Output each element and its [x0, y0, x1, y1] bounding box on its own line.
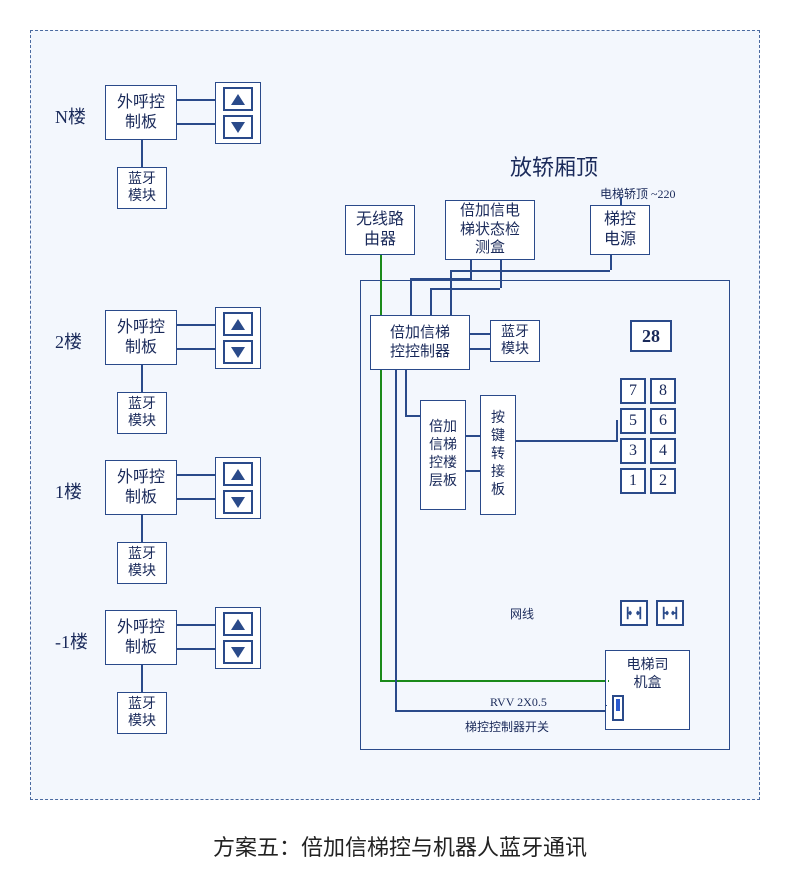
wire [177, 99, 215, 101]
wire-power-down [610, 255, 612, 270]
up-arrow-icon [223, 612, 253, 636]
keypad-button: 6 [650, 408, 676, 434]
wire [141, 140, 143, 167]
router-label: 无线路由器 [356, 210, 404, 250]
diagram-caption: 方案五：倍加信梯控与机器人蓝牙通讯 [0, 830, 800, 862]
bt-inner-box: 蓝牙模块 [490, 320, 540, 362]
wire [177, 624, 215, 626]
wire [177, 648, 215, 650]
wire-status-down2 [500, 260, 502, 288]
floor-board-label: 倍加信梯控楼层板 [429, 419, 457, 492]
wire-power-into [450, 270, 452, 315]
door-close-icon [656, 600, 684, 626]
wire-ctrl-long [395, 370, 397, 710]
wire-green-to-driver [608, 680, 609, 682]
power-box: 梯控电源 [590, 205, 650, 255]
up-arrow-icon [223, 312, 253, 336]
floor-board-box: 倍加信梯控楼层板 [420, 400, 466, 510]
floor-display: 28 [630, 320, 672, 352]
wire [141, 515, 143, 542]
bt-module-box: 蓝牙模块 [117, 692, 167, 734]
down-arrow-icon [223, 640, 253, 664]
call-panel-box: 外呼控制板 [105, 85, 177, 140]
floor-label: 2楼 [55, 328, 82, 354]
call-panel-box: 外呼控制板 [105, 310, 177, 365]
up-arrow-icon [223, 462, 253, 486]
wire-router-down [380, 255, 382, 315]
wire-ctrl-fb-h [405, 415, 420, 417]
keypad-button: 8 [650, 378, 676, 404]
power-label: 梯控电源 [604, 210, 636, 250]
keypad-button: 3 [620, 438, 646, 464]
wire-power-up [620, 197, 622, 205]
controller-box: 倍加信梯控控制器 [370, 315, 470, 370]
bt-module-box: 蓝牙模块 [117, 167, 167, 209]
key-adapter-box: 按键转接板 [480, 395, 516, 515]
wire-ctrl-bt1 [470, 333, 490, 335]
floor-label: N楼 [55, 103, 86, 129]
wire [141, 365, 143, 392]
diagram-canvas: 放轿厢顶 电梯轿顶 ~220 无线路由器 倍加信电梯状态检测盒 梯控电源 倍加信… [0, 0, 800, 884]
status-label: 倍加信电梯状态检测盒 [460, 202, 520, 258]
keypad-button: 2 [650, 468, 676, 494]
router-box: 无线路由器 [345, 205, 415, 255]
bt-module-box: 蓝牙模块 [117, 392, 167, 434]
wire-power-h [450, 270, 610, 272]
wire-switch-v [605, 705, 607, 706]
wire-ka-kp-v [616, 420, 618, 442]
keypad-button: 4 [650, 438, 676, 464]
label-220: 电梯轿顶 ~220 [600, 185, 676, 202]
door-open-icon [620, 600, 648, 626]
wire [177, 498, 215, 500]
wire-fb-ka2 [466, 470, 480, 472]
down-arrow-icon [223, 340, 253, 364]
wire [177, 474, 215, 476]
up-arrow-icon [223, 87, 253, 111]
wire-status-h [410, 278, 470, 280]
wire-ctrl-bt2 [470, 348, 490, 350]
rvv-label: RVV 2X0.5 [490, 695, 547, 710]
call-panel-box: 外呼控制板 [105, 460, 177, 515]
keypad-button: 7 [620, 378, 646, 404]
wire-green-bottom [380, 680, 610, 682]
cabin-heading: 放轿厢顶 [510, 150, 598, 182]
down-arrow-icon [223, 115, 253, 139]
down-arrow-icon [223, 490, 253, 514]
bt-module-box: 蓝牙模块 [117, 542, 167, 584]
wire-green-long [380, 370, 382, 680]
call-panel-box: 外呼控制板 [105, 610, 177, 665]
switch-label: 梯控控制器开关 [465, 718, 549, 735]
key-adapter-label: 按键转接板 [491, 410, 505, 501]
wire [177, 123, 215, 125]
wire-status-h2 [430, 288, 500, 290]
controller-switch [612, 695, 624, 721]
wire [141, 665, 143, 692]
wire-ctrl-bottom [395, 710, 605, 712]
floor-label: -1楼 [55, 628, 88, 654]
net-label: 网线 [510, 605, 534, 622]
controller-label: 倍加信梯控控制器 [390, 324, 450, 362]
wire [177, 324, 215, 326]
wire-fb-ka1 [466, 435, 480, 437]
wire-ka-kp [516, 440, 616, 442]
wire-status-into [410, 278, 412, 315]
floor-label: 1楼 [55, 478, 82, 504]
wire-ctrl-fb [405, 370, 407, 415]
keypad-button: 5 [620, 408, 646, 434]
wire [177, 348, 215, 350]
keypad-button: 1 [620, 468, 646, 494]
wire-status-into2 [430, 288, 432, 315]
driver-box-label: 电梯司机盒 [627, 657, 669, 692]
bt-inner-label: 蓝牙模块 [501, 324, 529, 359]
status-box: 倍加信电梯状态检测盒 [445, 200, 535, 260]
